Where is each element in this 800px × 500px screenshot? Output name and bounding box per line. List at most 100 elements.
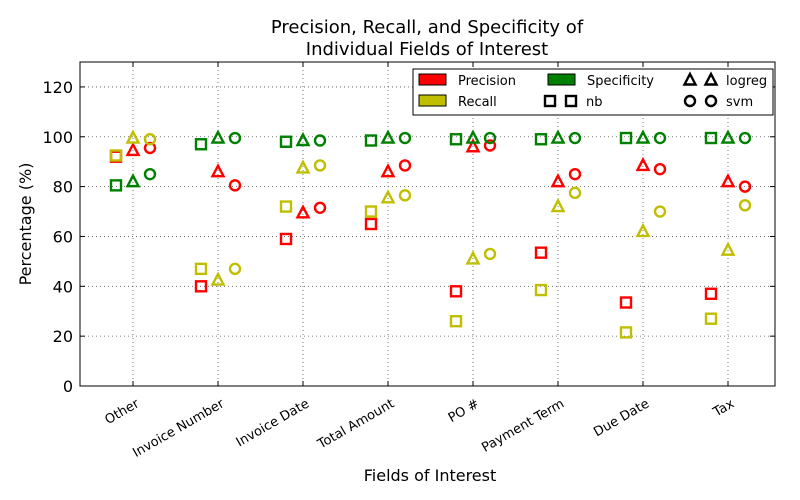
point-nb-precision [279, 232, 293, 246]
x-axis-label: Fields of Interest [364, 466, 497, 485]
point-logreg-precision [125, 141, 141, 157]
point-logreg-recall [635, 222, 651, 238]
point-nb-recall [194, 262, 208, 276]
x-tick-label: Due Date [591, 396, 652, 440]
point-logreg-specificity [295, 131, 311, 147]
legend-swatch-precision [418, 73, 447, 86]
legend-marker-svm [683, 94, 697, 108]
y-axis: 0 20 40 60 80 100 120 [42, 78, 775, 396]
y-tick-label: 60 [53, 227, 73, 246]
point-svm-specificity [568, 131, 582, 145]
point-logreg-recall [550, 197, 566, 213]
point-logreg-specificity [125, 173, 141, 188]
point-logreg-recall [210, 271, 226, 286]
y-tick-label: 40 [53, 277, 73, 296]
point-svm-precision [143, 141, 157, 155]
point-nb-specificity [364, 134, 378, 147]
point-svm-specificity [313, 134, 327, 147]
point-nb-specificity [279, 135, 293, 148]
point-logreg-specificity [380, 129, 396, 144]
legend-marker-nb [543, 94, 557, 108]
point-nb-precision [194, 280, 208, 293]
point-svm-precision [228, 179, 242, 192]
data-points [109, 129, 752, 339]
point-svm-precision [738, 180, 752, 193]
point-logreg-precision [380, 163, 396, 178]
point-svm-recall [313, 159, 327, 172]
point-nb-recall [109, 149, 123, 162]
x-tick-label: Tax [710, 396, 737, 420]
point-nb-specificity [449, 133, 463, 146]
point-logreg-specificity [210, 129, 226, 144]
point-nb-recall [449, 315, 463, 328]
point-logreg-recall [380, 189, 396, 204]
legend-marker-nb [564, 94, 578, 108]
point-logreg-precision [465, 138, 481, 153]
point-logreg-recall [465, 250, 481, 265]
y-tick-label: 20 [53, 327, 73, 346]
point-svm-precision [653, 162, 667, 176]
point-logreg-precision [635, 156, 651, 172]
y-tick-label: 120 [42, 78, 73, 97]
point-logreg-precision [210, 163, 226, 178]
point-svm-precision [568, 167, 582, 181]
point-svm-recall [228, 262, 242, 276]
point-svm-recall [568, 186, 582, 200]
legend-label-svm: svm [726, 95, 753, 110]
point-nb-precision [704, 287, 718, 300]
x-tick-label: Total Amount [315, 396, 397, 452]
point-nb-recall [534, 283, 548, 297]
legend-label-nb: nb [586, 95, 603, 110]
point-svm-precision [483, 139, 497, 152]
legend-swatch-specificity [547, 73, 576, 86]
x-tick-label: Payment Term [479, 396, 567, 455]
point-svm-recall [738, 199, 752, 212]
point-svm-precision [398, 159, 412, 172]
point-nb-specificity [619, 131, 633, 145]
point-nb-specificity [534, 133, 548, 146]
point-nb-recall [364, 205, 378, 218]
plot-frame [79, 61, 776, 387]
point-svm-specificity [738, 131, 752, 145]
chart-title-line-1: Precision, Recall, and Specificity of [271, 17, 584, 38]
point-svm-specificity [483, 131, 497, 145]
point-logreg-specificity [635, 129, 651, 144]
point-svm-recall [143, 133, 157, 146]
chart-title-line-2: Individual Fields of Interest [306, 39, 548, 60]
point-nb-specificity [194, 138, 208, 151]
point-nb-recall [704, 312, 718, 325]
point-svm-specificity [228, 131, 242, 145]
point-svm-precision [313, 201, 327, 215]
point-logreg-specificity [550, 129, 566, 144]
point-svm-recall [398, 189, 412, 202]
point-logreg-precision [550, 173, 566, 188]
legend-label-logreg: logreg [726, 74, 767, 89]
legend-label-precision: Precision [458, 74, 516, 89]
point-nb-recall [279, 200, 293, 213]
point-nb-precision [364, 217, 378, 231]
point-svm-recall [653, 205, 667, 218]
point-logreg-recall [720, 241, 736, 256]
y-tick-label: 80 [53, 178, 73, 197]
x-tick-label: Invoice Date [234, 396, 312, 450]
point-svm-specificity [143, 167, 157, 181]
point-logreg-specificity [720, 129, 736, 144]
legend-marker-logreg [703, 71, 719, 86]
point-nb-specificity [704, 131, 718, 145]
legend-marker-svm [704, 94, 718, 108]
point-logreg-recall [295, 159, 311, 174]
point-svm-specificity [653, 131, 667, 145]
x-tick-label: PO # [446, 396, 482, 426]
point-logreg-precision [720, 173, 736, 188]
y-tick-label: 0 [63, 377, 73, 396]
y-tick-label: 100 [42, 128, 73, 147]
point-nb-recall [619, 326, 633, 339]
point-logreg-precision [295, 204, 311, 219]
point-logreg-recall [125, 129, 141, 144]
legend-marker-logreg [682, 71, 698, 86]
point-nb-specificity [109, 179, 123, 192]
y-axis-label: Percentage (%) [16, 163, 35, 286]
legend-label-recall: Recall [458, 95, 497, 110]
x-tick-label: Invoice Number [130, 396, 227, 461]
